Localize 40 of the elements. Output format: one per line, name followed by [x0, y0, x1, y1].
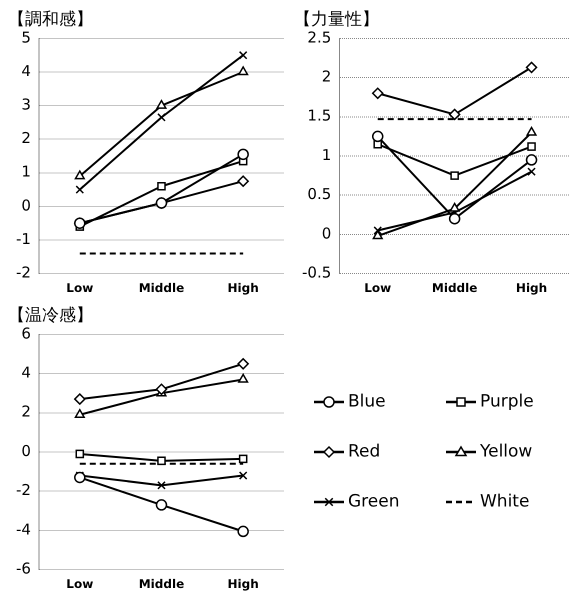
y-tick-label: -6	[16, 559, 31, 578]
y-tick-label: 1	[21, 162, 31, 181]
y-tick-label: 4	[21, 363, 31, 382]
y-tick-label: 2	[21, 402, 31, 421]
legend-label: Blue	[348, 391, 386, 412]
y-tick-label: 5	[21, 28, 31, 46]
chart-title: 【温冷感】	[8, 306, 93, 326]
chart-title: 【力量性】	[294, 10, 379, 30]
y-tick-label: 0	[21, 196, 31, 214]
legend-label: Green	[348, 491, 400, 512]
y-tick-label: 1	[322, 146, 332, 164]
y-tick-label: 2.5	[307, 28, 332, 46]
y-tick-label: 3	[21, 95, 31, 114]
legend-label: White	[480, 491, 530, 512]
x-tick-label: Low	[66, 280, 94, 295]
y-tick-label: 2	[21, 129, 31, 148]
x-tick-label: High	[228, 576, 259, 591]
y-tick-label: 2	[322, 67, 332, 86]
x-tick-label: Low	[364, 280, 392, 295]
x-tick-label: Low	[66, 576, 94, 591]
y-tick-label: 0	[322, 224, 332, 242]
y-tick-label: -0.5	[302, 263, 332, 282]
y-tick-label: -2	[16, 263, 31, 282]
legend-label: Yellow	[479, 441, 532, 462]
x-tick-label: Middle	[138, 576, 184, 591]
y-tick-label: 0.5	[307, 185, 332, 204]
legend-label: Red	[348, 441, 380, 462]
legend-label: Purple	[480, 391, 534, 412]
y-tick-label: 4	[21, 62, 31, 80]
x-tick-label: High	[516, 280, 548, 295]
chart-title: 【調和感】	[8, 10, 93, 30]
y-tick-label: -2	[16, 481, 31, 500]
y-tick-label: 0	[21, 442, 31, 460]
x-tick-label: High	[228, 280, 259, 295]
y-tick-label: 6	[21, 324, 31, 342]
x-tick-label: Middle	[432, 280, 478, 295]
y-tick-label: -1	[16, 230, 31, 248]
y-tick-label: -4	[16, 520, 31, 538]
x-tick-label: Middle	[138, 280, 184, 295]
y-tick-label: 1.5	[307, 106, 332, 125]
